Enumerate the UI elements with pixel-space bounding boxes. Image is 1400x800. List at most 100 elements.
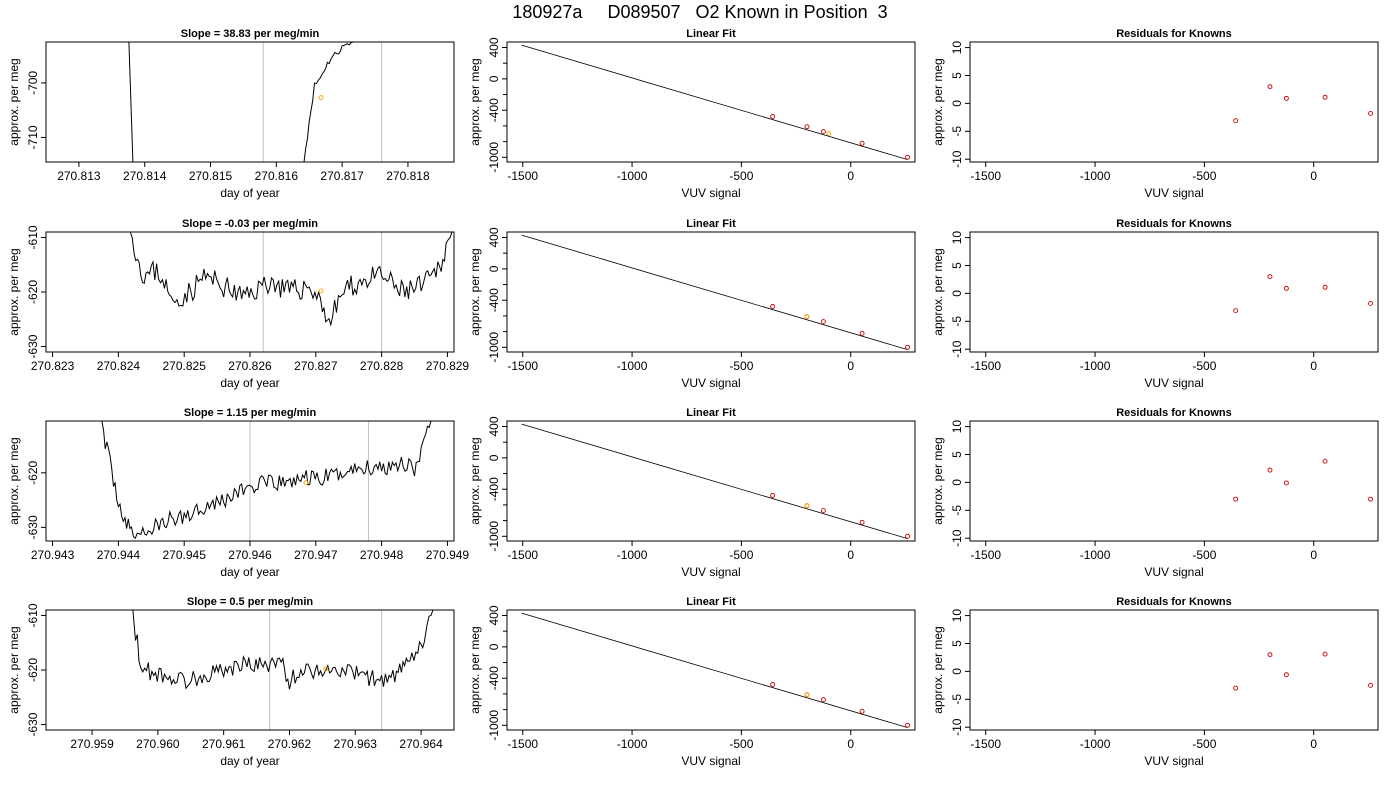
y-tick-label: 10 — [950, 420, 964, 434]
known-point — [770, 114, 776, 119]
x-tick-label: 270.949 — [426, 548, 470, 562]
y-tick-label: -610 — [26, 603, 40, 627]
plot-frame — [969, 41, 1379, 163]
y-tick-label: -5 — [950, 316, 964, 327]
x-tick-label: 270.815 — [189, 169, 233, 183]
x-axis-label: VUV signal — [1144, 754, 1203, 768]
x-tick-label: 270.963 — [334, 737, 378, 751]
x-tick-label: -500 — [1192, 359, 1216, 373]
x-tick-label: 270.818 — [386, 169, 430, 183]
panel-r2c0: Slope = 1.15 per meg/min 270.943 270.944 27… — [7, 407, 469, 579]
y-tick-label: -400 — [487, 98, 501, 122]
x-axis-label: day of year — [220, 376, 279, 390]
x-axis-label: VUV signal — [1144, 186, 1203, 200]
data-trace — [129, 232, 453, 327]
x-axis-label: VUV signal — [681, 565, 740, 579]
y-axis-label: approx. per meg — [7, 248, 21, 335]
y-tick-label: -5 — [950, 126, 964, 137]
x-tick-label: 270.947 — [294, 548, 338, 562]
known-point — [820, 697, 826, 703]
y-axis-label: approx. per meg — [7, 437, 21, 524]
known-point — [820, 129, 826, 135]
data-trace — [128, 42, 134, 162]
y-tick-label: -630 — [26, 334, 40, 358]
y-axis-label: approx. per meg — [931, 626, 945, 713]
plot-area — [1233, 458, 1374, 502]
y-tick-label: -620 — [26, 460, 40, 484]
known-point — [905, 154, 911, 160]
known-point — [1233, 118, 1239, 124]
plot-area — [128, 42, 383, 162]
plot-frame — [969, 231, 1379, 353]
y-tick-label: 0 — [950, 479, 964, 486]
known-point — [905, 533, 911, 539]
known-point — [905, 722, 911, 728]
panel-r0c1: Linear Fit -1500 -1000 -500 0 400 0 -400 -1000 VU… — [468, 28, 916, 200]
y-tick-label: -5 — [950, 505, 964, 516]
panel-r2c2: Residuals for Knowns -1500 -1000 -500 0 10 5 0 -… — [931, 407, 1379, 579]
x-tick-label: -1500 — [970, 737, 1001, 751]
y-tick-label: 0 — [487, 265, 501, 272]
known-point — [859, 519, 865, 525]
plot-frame — [506, 420, 916, 542]
x-tick-label: 270.814 — [123, 169, 167, 183]
known-point — [1322, 651, 1328, 657]
x-axis-label: VUV signal — [681, 186, 740, 200]
known-point — [1267, 467, 1273, 473]
y-tick-label: -620 — [26, 280, 40, 304]
y-tick-label: 5 — [950, 451, 964, 458]
x-tick-label: 270.960 — [136, 737, 180, 751]
panel-title: Linear Fit — [686, 28, 736, 40]
sample-point — [318, 95, 324, 101]
y-axis-label: approx. per meg — [468, 58, 482, 145]
known-point — [1322, 94, 1328, 100]
y-tick-label: 5 — [950, 72, 964, 79]
y-tick-label: -400 — [487, 666, 501, 690]
y-tick-label: -1000 — [487, 521, 501, 552]
panel-r3c0: Slope = 0.5 per meg/min 270.959 270.960 270… — [7, 596, 455, 768]
fit-line — [521, 44, 908, 161]
sample-point — [826, 131, 832, 136]
y-tick-label: -710 — [26, 125, 40, 149]
y-tick-label: 10 — [950, 609, 964, 623]
y-tick-label: 400 — [487, 227, 501, 247]
known-point — [820, 319, 826, 325]
y-tick-label: -10 — [950, 529, 964, 547]
x-tick-label: -1000 — [617, 737, 648, 751]
x-tick-label: -500 — [729, 548, 753, 562]
x-tick-label: -500 — [729, 169, 753, 183]
x-tick-label: -1000 — [617, 359, 648, 373]
x-tick-label: -1000 — [617, 169, 648, 183]
y-tick-label: -700 — [26, 71, 40, 95]
x-axis-label: day of year — [220, 565, 279, 579]
y-tick-label: -630 — [26, 712, 40, 736]
y-tick-label: 400 — [487, 37, 501, 57]
y-tick-label: 10 — [950, 41, 964, 55]
y-tick-label: -400 — [487, 477, 501, 501]
known-point — [1267, 274, 1273, 280]
known-point — [1283, 285, 1289, 291]
fit-line — [521, 234, 908, 351]
x-tick-label: -1000 — [1080, 737, 1111, 751]
sample-point — [804, 692, 810, 698]
x-tick-label: 270.823 — [31, 359, 75, 373]
figure-title: 180927a D089507 O2 Known in Position 3 — [512, 2, 888, 22]
known-point — [1233, 685, 1239, 691]
x-tick-label: 270.948 — [360, 548, 404, 562]
data-trace — [101, 421, 432, 540]
x-axis-label: day of year — [220, 754, 279, 768]
x-tick-label: 270.817 — [320, 169, 364, 183]
panel-r3c1: Linear Fit -1500 -1000 -500 0 400 0 -400 -1000 VU… — [468, 596, 916, 768]
known-point — [1283, 672, 1289, 678]
panel-title: Slope = 1.15 per meg/min — [184, 407, 317, 419]
known-point — [1233, 308, 1239, 314]
x-tick-label: -500 — [1192, 737, 1216, 751]
x-tick-label: 0 — [1310, 548, 1317, 562]
x-tick-label: -1500 — [507, 737, 538, 751]
x-tick-label: 270.816 — [255, 169, 299, 183]
plot-frame — [969, 420, 1379, 542]
sample-point — [303, 480, 309, 486]
plot-frame — [506, 41, 916, 163]
x-tick-label: -500 — [1192, 548, 1216, 562]
